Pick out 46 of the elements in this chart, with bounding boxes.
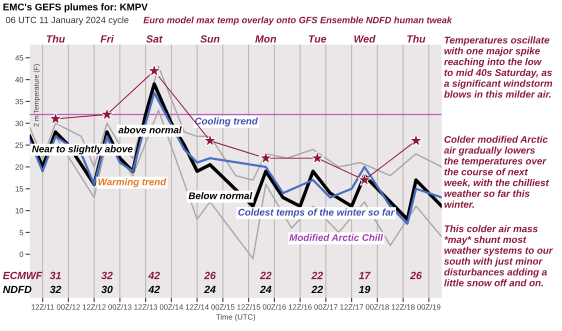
point xyxy=(147,64,162,77)
point xyxy=(258,150,273,164)
point xyxy=(48,112,63,125)
text: Euro model max temp overlay onto GFS Ensemble NDFD human tweak xyxy=(143,16,452,26)
text: Temperatures oscillate with one major spike reaching into the low to mid 40s Saturday, as a significant windstorm blows in this milder air. xyxy=(444,36,552,98)
text: Colder modified Arctic air gradually lowers the temperatures over the course of next week, with the chilliest weather so far this winter. xyxy=(444,136,550,208)
point xyxy=(100,107,114,121)
text: This colder air mass *may* shunt most weather systems to our south with just minor disturbances adding a little snow off and on. xyxy=(444,225,554,286)
text: Tue xyxy=(308,35,326,43)
annotation: 31 xyxy=(50,272,61,280)
annotation: 26 xyxy=(410,272,422,280)
annotation: Warming trend xyxy=(98,178,166,188)
annotation: 30 xyxy=(101,286,113,294)
annotation: 17 xyxy=(358,272,371,280)
chart-subtitle: 06 UTC 11 January 2024 cycle xyxy=(6,16,128,25)
point xyxy=(310,150,324,164)
annotation: 24 xyxy=(204,286,216,293)
text: Thu xyxy=(407,34,426,43)
annotation: Coldest temps of the winter so far xyxy=(238,208,395,218)
point xyxy=(408,133,424,147)
annotation: 22 xyxy=(260,272,272,280)
annotation: 32 xyxy=(101,272,113,280)
annotation: 42 xyxy=(148,286,160,293)
text: Fri xyxy=(100,34,114,43)
annotation: Below normal xyxy=(188,192,252,200)
text: Mon xyxy=(255,35,276,43)
annotation: 42 xyxy=(148,272,160,280)
annotation: NDFD xyxy=(2,286,32,293)
annotation: Modified Arctic Chill xyxy=(289,234,384,242)
chart-title: EMC's GEFS plumes for: KMPV xyxy=(3,3,148,12)
annotation: Cooling trend xyxy=(195,117,258,126)
annotation: 26 xyxy=(204,272,216,280)
annotation: 24 xyxy=(260,286,272,293)
text: Thu xyxy=(46,34,65,43)
text: ECMWF xyxy=(2,272,42,280)
point xyxy=(202,133,218,147)
annotation: 19 xyxy=(358,286,370,294)
text: Wed xyxy=(354,34,376,43)
annotation: 22 xyxy=(311,272,323,280)
annotation: Near to slightly above xyxy=(32,145,133,154)
annotation: 22 xyxy=(311,286,323,293)
annotation: 32 xyxy=(50,286,62,294)
point xyxy=(357,172,372,186)
annotation: above normal xyxy=(118,126,182,134)
text: Sun xyxy=(200,35,220,43)
text: Sat xyxy=(146,35,163,43)
